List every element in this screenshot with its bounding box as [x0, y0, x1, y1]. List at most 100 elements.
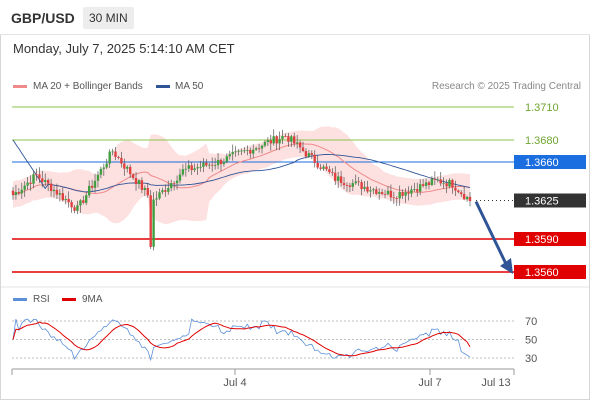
candle-body	[64, 199, 67, 201]
candle-body	[284, 136, 287, 137]
candle-body	[61, 193, 64, 201]
candle-body	[328, 169, 331, 173]
candle-body	[29, 182, 32, 184]
candle-body	[372, 189, 375, 191]
candle-body	[252, 149, 255, 154]
ma20-swatch	[13, 85, 27, 88]
candle-body	[351, 183, 354, 187]
candle-body	[190, 165, 193, 171]
candle-body	[442, 183, 445, 185]
ma50-swatch	[156, 85, 170, 88]
candle-body	[178, 174, 182, 181]
candle-body	[55, 189, 59, 195]
timeframe-button[interactable]: 30 MIN	[83, 7, 134, 29]
candle-body	[140, 180, 144, 190]
candle-body	[246, 150, 249, 151]
candle-body	[231, 152, 234, 155]
candle-body	[161, 190, 164, 193]
candle-body	[357, 181, 360, 183]
research-credit: Research © 2025 Trading Central	[431, 81, 581, 92]
candle-body	[436, 179, 439, 181]
candle-body	[339, 176, 343, 183]
candle-body	[269, 140, 272, 144]
candle-body	[108, 151, 111, 164]
ma50-label: MA 50	[175, 81, 204, 92]
candle-body	[272, 136, 275, 144]
candle-body	[164, 190, 167, 192]
candle-body	[149, 195, 152, 247]
candle-body	[354, 181, 357, 184]
candle-body	[211, 164, 214, 166]
candle-body	[170, 183, 173, 189]
candle-body	[14, 192, 18, 196]
candle-body	[468, 196, 472, 202]
candle-body	[240, 150, 243, 152]
candle-body	[76, 205, 79, 211]
candle-body	[331, 172, 334, 173]
candle-body	[237, 150, 240, 152]
candle-body	[337, 176, 340, 181]
level-tag-1.3660	[514, 155, 586, 169]
candle-body	[293, 136, 296, 144]
candle-body	[52, 189, 56, 192]
price-levels: 1.3710 1.3680 1.3660 1.3625 1.3590 1.3560	[12, 102, 586, 279]
rsi-tick-30: 30	[525, 353, 537, 365]
level-tag-1.3590	[514, 232, 586, 246]
candle-body	[260, 145, 264, 149]
candle-body	[123, 163, 126, 169]
x-tick-label-Jul-7: Jul 7	[418, 377, 441, 389]
candle-body	[213, 165, 217, 166]
candle-body	[307, 153, 311, 157]
candle-body	[287, 136, 290, 142]
candle-body	[96, 174, 100, 181]
candle-body	[38, 174, 41, 179]
candle-body	[439, 179, 442, 184]
ma20-label: MA 20 + Bollinger Bands	[33, 81, 143, 92]
candle-body	[208, 164, 211, 166]
candle-body	[290, 136, 293, 142]
candle-body	[304, 151, 308, 157]
candle-body	[88, 185, 91, 196]
candle-body	[196, 167, 199, 169]
candle-body	[445, 183, 448, 187]
rsi-tick-50: 50	[525, 335, 537, 347]
candle-body	[73, 207, 76, 211]
candle-body	[427, 182, 431, 185]
candle-body	[395, 198, 398, 199]
candle-body	[134, 178, 138, 184]
candle-body	[155, 198, 158, 200]
candle-body	[102, 167, 105, 169]
candle-body	[199, 166, 202, 168]
candle-body	[316, 162, 319, 168]
candle-body	[228, 154, 231, 157]
candle-body	[184, 168, 187, 170]
candle-body	[424, 182, 428, 186]
candle-body	[181, 169, 185, 175]
level-label-1.3660: 1.3660	[525, 157, 559, 169]
ma9-line	[12, 321, 471, 357]
candle-body	[85, 195, 88, 203]
projection-arrow-head	[500, 258, 513, 274]
candle-body	[263, 142, 267, 146]
candle-body	[67, 199, 70, 203]
candle-body	[416, 189, 419, 192]
candle-body	[70, 202, 73, 208]
candle-body	[383, 194, 387, 195]
candle-body	[44, 180, 47, 182]
candle-body	[120, 157, 123, 164]
level-label-1.3560: 1.3560	[525, 267, 559, 279]
ma9-label: 9MA	[82, 294, 103, 305]
candle-body	[216, 159, 220, 166]
candle-body	[137, 180, 141, 184]
level-label-1.3625: 1.3625	[525, 196, 559, 208]
candle-body	[296, 142, 299, 144]
candle-body	[319, 167, 322, 169]
candle-body	[257, 148, 261, 150]
symbol-label: GBP/USD	[11, 10, 75, 26]
candle-body	[348, 185, 352, 187]
candle-body	[82, 200, 85, 203]
projection-arrow	[474, 200, 509, 267]
candle-body	[93, 180, 97, 188]
candle-body	[131, 174, 135, 178]
